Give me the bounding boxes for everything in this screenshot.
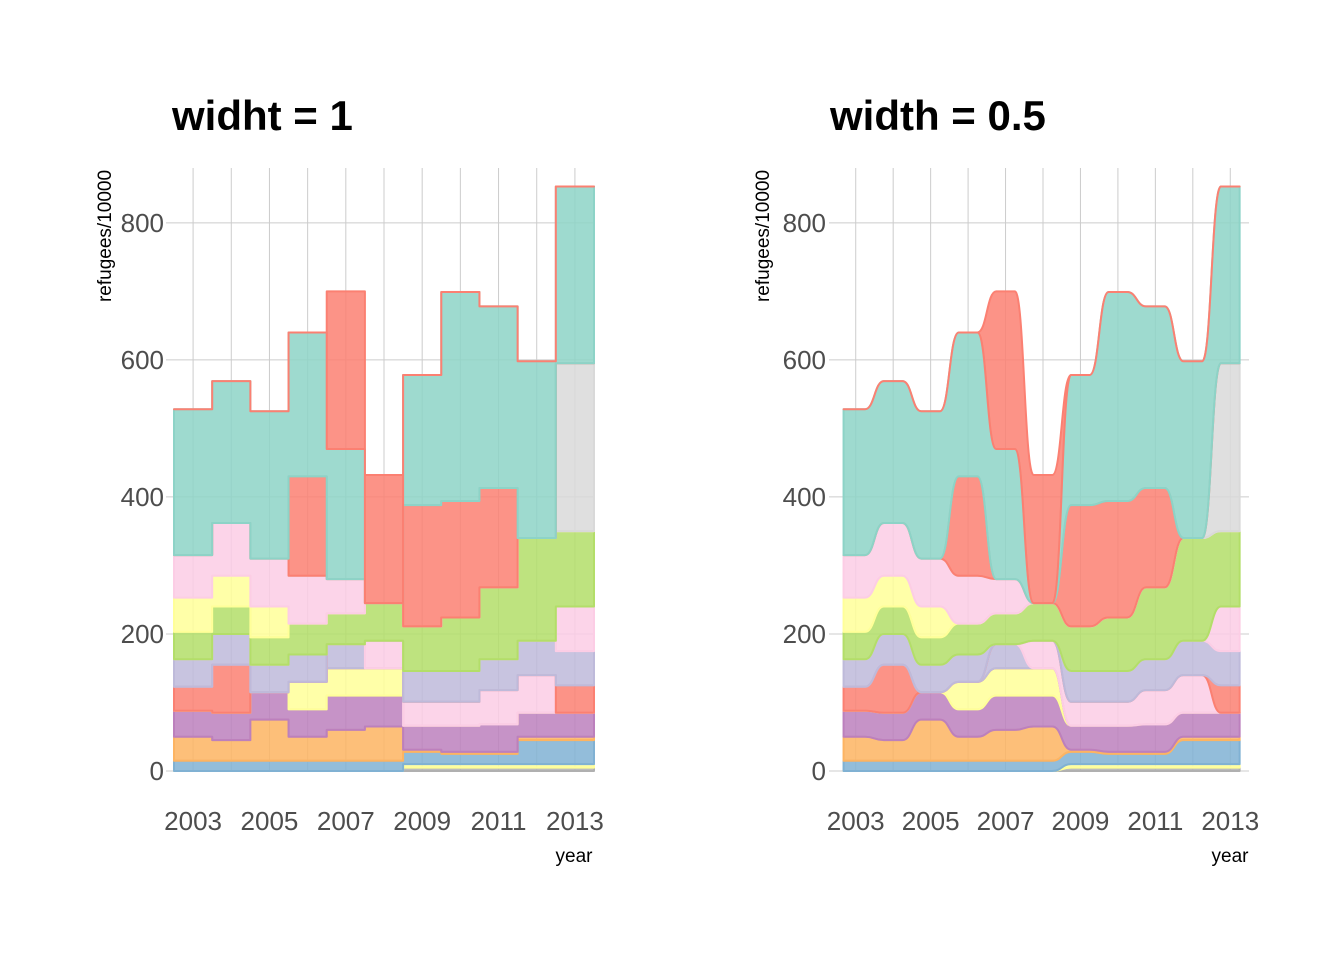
y-tick-label: 0 bbox=[150, 756, 164, 786]
x-tick-label: 2007 bbox=[317, 806, 375, 836]
panel-width-0-5: width = 0.5 2003 2005 2007 2009 2011 20130200… bbox=[753, 92, 1259, 867]
x-tick-label: 2009 bbox=[393, 806, 451, 836]
y-tick-label: 0 bbox=[812, 756, 826, 786]
x-axis-label: year bbox=[1212, 846, 1250, 867]
stacked-areas bbox=[842, 185, 1241, 772]
y-tick-label: 200 bbox=[121, 619, 164, 649]
y-tick-label: 800 bbox=[783, 208, 826, 238]
y-axis-label: refugees/10000 bbox=[753, 170, 774, 302]
x-tick-label: 2011 bbox=[471, 806, 527, 836]
y-tick-label: 200 bbox=[783, 619, 826, 649]
x-tick-label: 2005 bbox=[902, 806, 960, 836]
y-tick-label: 400 bbox=[121, 482, 164, 512]
panel-width-1: widht = 1 2003 2005 2007 2009 2011 2013 0 200 40… bbox=[95, 92, 604, 867]
panel-title: widht = 1 bbox=[171, 92, 353, 139]
x-tick-label: 2007 bbox=[977, 806, 1035, 836]
x-tick-label: 2003 bbox=[827, 806, 885, 836]
axis-ticks: 2003 2005 2007 2009 2011 2013 0 200 400 600 800 bbox=[783, 208, 1260, 836]
stacked-areas bbox=[173, 185, 595, 772]
panel-title: width = 0.5 bbox=[829, 92, 1046, 139]
x-tick-label: 2013 bbox=[546, 806, 604, 836]
y-tick-label: 600 bbox=[121, 345, 164, 375]
area-layer-18 bbox=[842, 185, 1241, 605]
x-tick-label: 2003 bbox=[164, 806, 222, 836]
y-tick-label: 800 bbox=[121, 208, 164, 238]
axis-ticks: 2003 2005 2007 2009 2011 2013 0 200 400 600 800 bbox=[121, 208, 604, 836]
x-tick-label: 2009 bbox=[1052, 806, 1110, 836]
area-layer-18 bbox=[173, 185, 595, 605]
y-tick-label: 400 bbox=[783, 482, 826, 512]
x-tick-label: 2011 bbox=[1127, 806, 1183, 836]
y-tick-label: 600 bbox=[783, 345, 826, 375]
x-tick-label: 2005 bbox=[241, 806, 299, 836]
x-axis-label: year bbox=[556, 846, 594, 867]
y-axis-label: refugees/10000 bbox=[95, 170, 116, 302]
x-tick-label: 2013 bbox=[1201, 806, 1259, 836]
